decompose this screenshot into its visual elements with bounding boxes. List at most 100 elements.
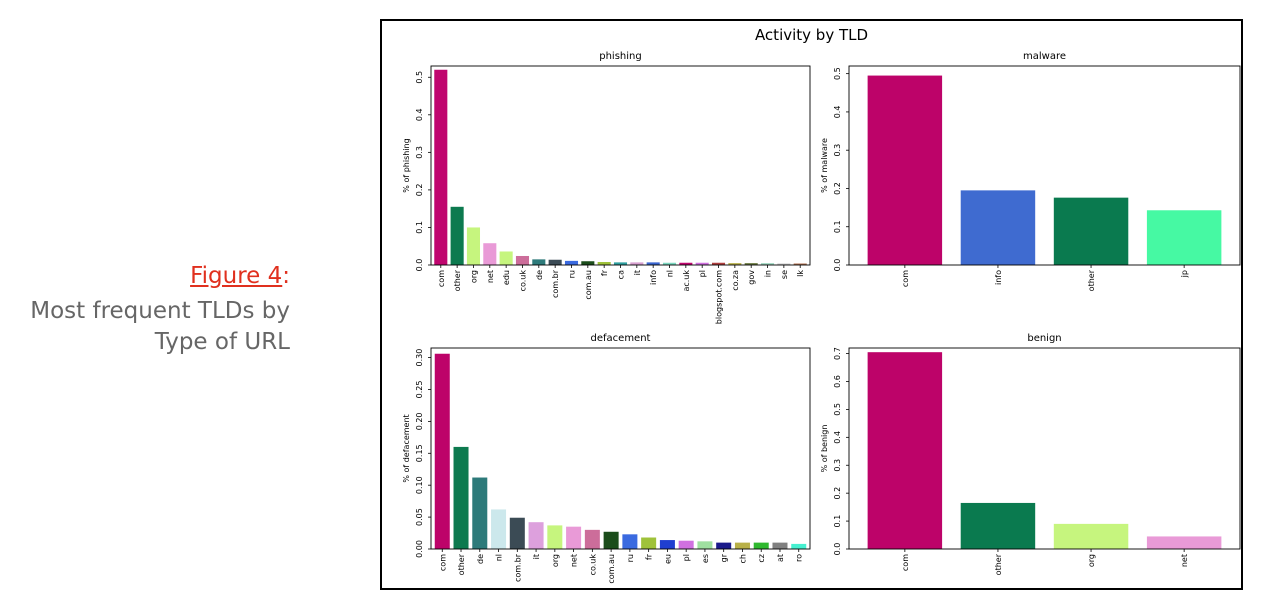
- y-tick-label: 0.10: [415, 476, 424, 494]
- x-tick-label: cz: [757, 554, 766, 563]
- bar-phishing-gov: [744, 263, 758, 265]
- bar-benign-com: [867, 352, 943, 549]
- bar-defacement-gr: [716, 542, 732, 549]
- x-tick-label: ac.uk: [682, 270, 691, 292]
- subplot-malware: malware com info other jp 0.0 0.1 0.2 0.3 0.4 0.5%…: [820, 51, 1241, 291]
- y-tick-label: 0.4: [415, 108, 424, 121]
- bar-defacement-pl: [678, 540, 694, 549]
- x-tick-label: org: [469, 270, 478, 283]
- bar-phishing-nl: [662, 262, 677, 265]
- figure-title: Activity by TLD: [754, 26, 869, 44]
- x-tick-label: other: [994, 553, 1003, 575]
- x-tick-label: other: [1087, 269, 1096, 291]
- x-tick-label: gr: [720, 553, 729, 562]
- figure-link[interactable]: Figure 4: [190, 263, 283, 289]
- bar-defacement-ru: [622, 534, 638, 549]
- bar-phishing-fr: [597, 261, 611, 265]
- y-tick-label: 0.0: [415, 259, 424, 272]
- x-tick-label: fr: [600, 269, 609, 276]
- x-tick-label: com.br: [513, 553, 522, 582]
- x-tick-label: edu: [502, 270, 511, 285]
- bar-defacement-de: [472, 477, 488, 549]
- subplot-phishing: phishing com other org net edu co.uk de com.br ru…: [402, 51, 811, 324]
- x-tick-label: at: [776, 554, 785, 562]
- y-tick-label: 0.00: [415, 540, 424, 558]
- y-tick-label: 0.5: [415, 71, 424, 84]
- bar-defacement-cz: [753, 542, 769, 549]
- bar-benign-org: [1053, 523, 1129, 549]
- caption-line-1: Most frequent TLDs by: [30, 298, 290, 324]
- x-tick-label: net: [486, 270, 495, 283]
- x-tick-label: co.uk: [518, 270, 527, 292]
- bar-defacement-eu: [659, 540, 675, 549]
- x-tick-label: info: [649, 270, 658, 285]
- y-tick-label: 0.20: [415, 412, 424, 430]
- y-tick-label: 0.1: [833, 220, 842, 233]
- bar-malware-com: [867, 75, 943, 265]
- x-tick-label: org: [551, 554, 560, 567]
- x-tick-label: blogspot.com: [715, 270, 724, 324]
- x-tick-label: com: [901, 554, 910, 571]
- x-tick-label: eu: [663, 554, 672, 564]
- bar-defacement-fr: [641, 537, 657, 549]
- y-axis-label: % of phishing: [402, 138, 411, 192]
- x-tick-label: com.au: [584, 270, 593, 300]
- x-tick-label: gov: [747, 270, 756, 285]
- bar-malware-info: [960, 190, 1036, 265]
- y-tick-label: 0.4: [833, 431, 842, 444]
- x-tick-label: pl: [682, 554, 691, 561]
- bar-phishing-ac.uk: [679, 262, 693, 265]
- x-tick-label: com: [901, 270, 910, 287]
- x-tick-label: lk: [796, 270, 805, 277]
- bar-phishing-ru: [564, 260, 579, 265]
- y-axis-label: % of benign: [820, 425, 829, 473]
- x-tick-label: info: [994, 270, 1003, 285]
- bar-defacement-com.br: [509, 517, 525, 549]
- bar-benign-net: [1146, 536, 1222, 549]
- subplot-title: benign: [1027, 333, 1061, 344]
- axes-frame: [430, 347, 811, 550]
- bar-phishing-org: [466, 227, 481, 265]
- subplot-defacement: defacement com other de nl com.br it org net co.u…: [402, 333, 811, 584]
- y-tick-label: 0.25: [415, 381, 424, 399]
- bar-phishing-in: [760, 263, 775, 265]
- y-tick-label: 0.3: [833, 459, 842, 472]
- y-tick-label: 0.7: [833, 347, 842, 360]
- x-tick-label: de: [476, 554, 485, 564]
- bar-phishing-it: [630, 262, 644, 265]
- y-tick-label: 0.2: [833, 182, 842, 195]
- y-tick-label: 0.5: [833, 403, 842, 416]
- bar-defacement-es: [697, 541, 713, 549]
- subplot-benign: benign com other org net 0.0 0.1 0.2 0.3 0.4 0.5 0.…: [820, 333, 1241, 575]
- x-tick-label: ru: [567, 270, 576, 278]
- x-tick-label: nl: [666, 270, 675, 277]
- bar-phishing-com.br: [548, 259, 562, 265]
- x-tick-label: it: [532, 554, 541, 559]
- axes-frame: [848, 347, 1241, 550]
- bar-malware-other: [1053, 197, 1129, 265]
- x-tick-label: com: [438, 554, 447, 571]
- x-tick-label: org: [1087, 554, 1096, 567]
- x-tick-label: com: [437, 270, 446, 287]
- axes-frame: [848, 65, 1241, 266]
- bar-phishing-pl: [695, 262, 709, 265]
- x-tick-label: es: [701, 554, 710, 563]
- bar-phishing-com: [434, 69, 448, 265]
- x-tick-label: net: [1180, 554, 1189, 567]
- bar-defacement-ro: [791, 543, 807, 549]
- y-axis-label: % of defacement: [402, 414, 411, 482]
- y-tick-label: 0.5: [833, 67, 842, 80]
- bar-defacement-nl: [491, 509, 507, 549]
- caption-line-2: Type of URL: [154, 329, 290, 355]
- y-axis-label: % of malware: [820, 138, 829, 193]
- y-tick-label: 0.2: [415, 184, 424, 197]
- x-tick-label: ru: [626, 554, 635, 562]
- x-tick-label: other: [453, 269, 462, 291]
- bar-phishing-other: [450, 206, 464, 265]
- axes-frame: [430, 65, 811, 266]
- subplot-title: phishing: [599, 51, 641, 62]
- x-tick-label: de: [535, 270, 544, 280]
- y-tick-label: 0.0: [833, 259, 842, 272]
- caption-colon: :: [282, 263, 290, 289]
- y-tick-label: 0.3: [833, 144, 842, 157]
